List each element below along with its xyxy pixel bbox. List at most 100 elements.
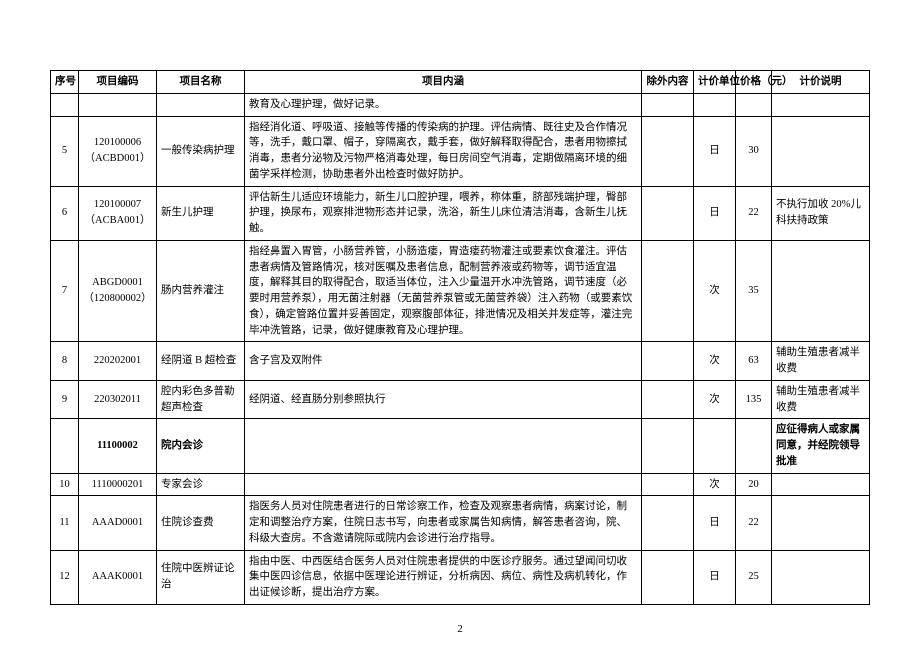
cell-cw: [642, 496, 694, 550]
table-row: 101110000201专家会诊 次20: [51, 473, 870, 496]
h-xh: 序号: [51, 71, 79, 94]
pricing-table: 序号 项目编码 项目名称 项目内涵 除外内容 计价单位 价格（元） 计价说明 教…: [50, 70, 870, 605]
cell-nh: [245, 419, 642, 473]
table-row: 11AAAD0001住院诊查费指医务人员对住院患者进行的日常诊察工作，检查及观察…: [51, 496, 870, 550]
cell-dw: [694, 93, 736, 116]
h-jg: 价格（元）: [736, 71, 772, 94]
cell-jg: [736, 419, 772, 473]
cell-bm: [79, 93, 157, 116]
table-row: 9220302011腔内彩色多普勒超声检查经阴道、经直肠分别参照执行 次135辅助…: [51, 380, 870, 419]
cell-jg: 25: [736, 550, 772, 604]
table-row: 6120100007（ACBA001）新生儿护理评估新生儿适应环境能力，新生儿口…: [51, 186, 870, 240]
table-row: 8220202001经阴道 B 超检查含子宫及双附件 次63辅助生殖患者减半收费: [51, 342, 870, 381]
cell-nh: 指医务人员对住院患者进行的日常诊察工作，检查及观察患者病情，病案讨论，制定和调整…: [245, 496, 642, 550]
cell-jg: [736, 93, 772, 116]
cell-xh: 12: [51, 550, 79, 604]
cell-mc: 新生儿护理: [157, 186, 245, 240]
cell-nh: 指经消化道、呼吸道、接触等传播的传染病的护理。评估病情、既往史及合作情况等，洗手…: [245, 116, 642, 186]
cell-mc: 腔内彩色多普勒超声检查: [157, 380, 245, 419]
cell-nh: 指由中医、中西医结合医务人员对住院患者提供的中医诊疗服务。通过望闻问切收集中医四…: [245, 550, 642, 604]
cell-cw: [642, 116, 694, 186]
cell-nh: 指经鼻置入胃管，小肠营养管，小肠造瘘，胃造瘘药物灌注或要素饮食灌注。评估患者病情…: [245, 240, 642, 342]
cell-nh: 教育及心理护理，做好记录。: [245, 93, 642, 116]
cell-xh: 11: [51, 496, 79, 550]
cell-dw: 日: [694, 496, 736, 550]
h-cw: 除外内容: [642, 71, 694, 94]
cell-mc: 一般传染病护理: [157, 116, 245, 186]
h-bm: 项目编码: [79, 71, 157, 94]
cell-cw: [642, 186, 694, 240]
cell-cw: [642, 473, 694, 496]
cell-xh: 9: [51, 380, 79, 419]
table-row: 7ABGD0001（120800002）肠内营养灌注指经鼻置入胃管，小肠营养管，…: [51, 240, 870, 342]
cell-bm: 220202001: [79, 342, 157, 381]
cell-dw: 次: [694, 473, 736, 496]
cell-sm: 辅助生殖患者减半收费: [772, 380, 870, 419]
cell-xh: 5: [51, 116, 79, 186]
cell-mc: 经阴道 B 超检查: [157, 342, 245, 381]
cell-bm: ABGD0001（120800002）: [79, 240, 157, 342]
cell-jg: 135: [736, 380, 772, 419]
cell-cw: [642, 240, 694, 342]
header-row: 序号 项目编码 项目名称 项目内涵 除外内容 计价单位 价格（元） 计价说明: [51, 71, 870, 94]
cell-xh: [51, 419, 79, 473]
cell-bm: AAAD0001: [79, 496, 157, 550]
cell-cw: [642, 342, 694, 381]
cell-sm: [772, 550, 870, 604]
cell-mc: 院内会诊: [157, 419, 245, 473]
cell-mc: [157, 93, 245, 116]
cell-bm: 120100007（ACBA001）: [79, 186, 157, 240]
cell-jg: 20: [736, 473, 772, 496]
h-dw: 计价单位: [694, 71, 736, 94]
cell-sm: [772, 473, 870, 496]
cell-sm: 辅助生殖患者减半收费: [772, 342, 870, 381]
cell-nh: [245, 473, 642, 496]
cell-bm: 220302011: [79, 380, 157, 419]
page-number: 2: [50, 623, 870, 635]
cell-jg: 22: [736, 496, 772, 550]
table-row: 教育及心理护理，做好记录。: [51, 93, 870, 116]
cell-dw: 日: [694, 116, 736, 186]
h-nh: 项目内涵: [245, 71, 642, 94]
cell-mc: 肠内营养灌注: [157, 240, 245, 342]
cell-bm: AAAK0001: [79, 550, 157, 604]
cell-sm: [772, 496, 870, 550]
cell-jg: 30: [736, 116, 772, 186]
cell-xh: [51, 93, 79, 116]
cell-dw: 日: [694, 550, 736, 604]
cell-nh: 经阴道、经直肠分别参照执行: [245, 380, 642, 419]
cell-sm: [772, 240, 870, 342]
cell-jg: 22: [736, 186, 772, 240]
cell-mc: 住院中医辨证论治: [157, 550, 245, 604]
cell-nh: 含子宫及双附件: [245, 342, 642, 381]
cell-xh: 7: [51, 240, 79, 342]
cell-cw: [642, 419, 694, 473]
cell-nh: 评估新生儿适应环境能力，新生儿口腔护理，喂养，称体重，脐部残端护理，臀部护理，换…: [245, 186, 642, 240]
h-mc: 项目名称: [157, 71, 245, 94]
cell-dw: 次: [694, 240, 736, 342]
cell-jg: 63: [736, 342, 772, 381]
cell-dw: 日: [694, 186, 736, 240]
table-row: 5120100006（ACBD001）一般传染病护理指经消化道、呼吸道、接触等传…: [51, 116, 870, 186]
cell-dw: [694, 419, 736, 473]
table-row: 12AAAK0001住院中医辨证论治指由中医、中西医结合医务人员对住院患者提供的…: [51, 550, 870, 604]
cell-bm: 11100002: [79, 419, 157, 473]
cell-jg: 35: [736, 240, 772, 342]
cell-sm: [772, 116, 870, 186]
cell-xh: 6: [51, 186, 79, 240]
cell-sm: 应征得病人或家属同意，并经院领导批准: [772, 419, 870, 473]
cell-mc: 住院诊查费: [157, 496, 245, 550]
cell-sm: 不执行加收 20%儿科扶持政策: [772, 186, 870, 240]
cell-mc: 专家会诊: [157, 473, 245, 496]
cell-cw: [642, 93, 694, 116]
cell-sm: [772, 93, 870, 116]
cell-dw: 次: [694, 342, 736, 381]
cell-xh: 8: [51, 342, 79, 381]
cell-cw: [642, 550, 694, 604]
cell-xh: 10: [51, 473, 79, 496]
cell-bm: 1110000201: [79, 473, 157, 496]
cell-cw: [642, 380, 694, 419]
table-row: 11100002院内会诊 应征得病人或家属同意，并经院领导批准: [51, 419, 870, 473]
cell-bm: 120100006（ACBD001）: [79, 116, 157, 186]
cell-dw: 次: [694, 380, 736, 419]
